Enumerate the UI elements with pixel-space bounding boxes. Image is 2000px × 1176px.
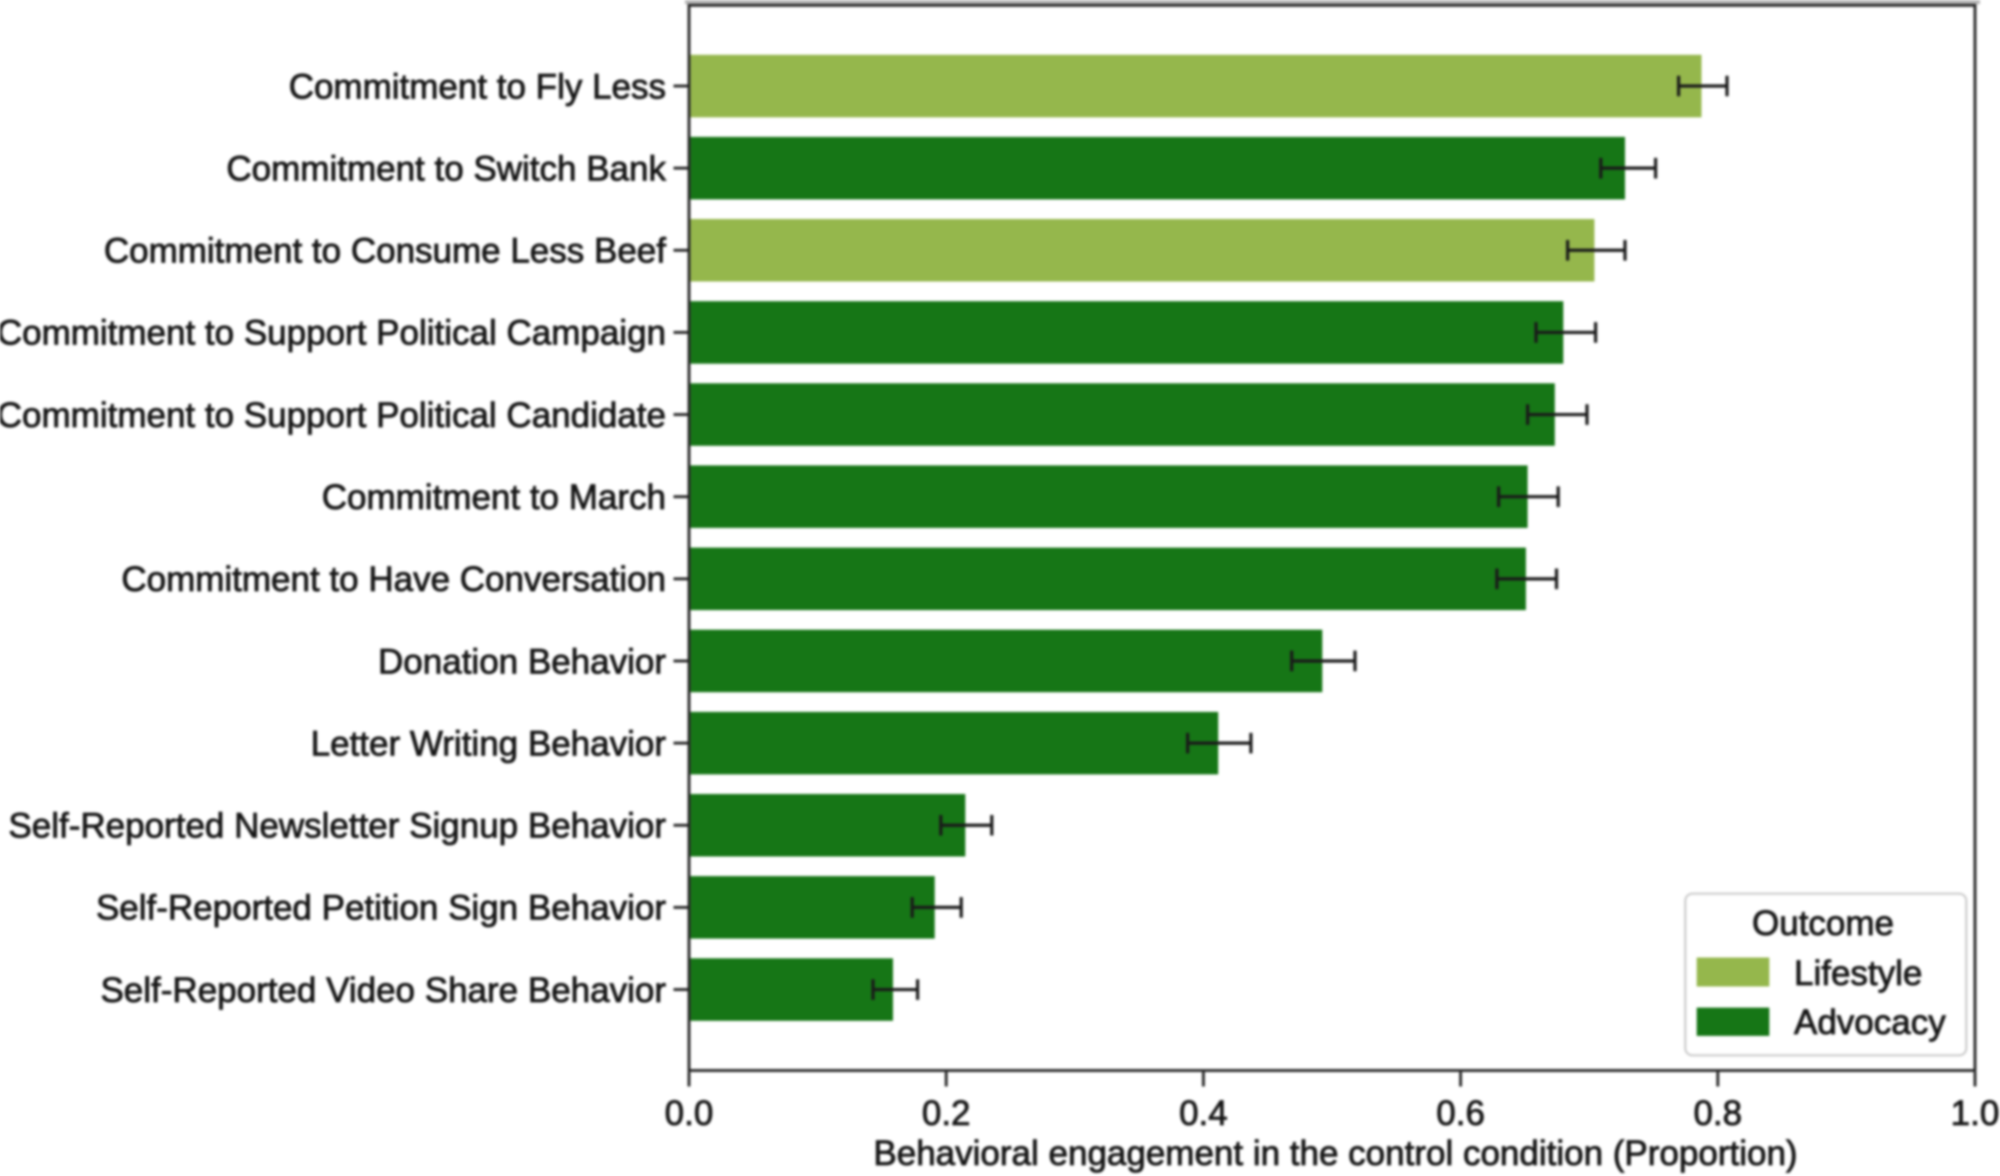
svg-text:Donation Behavior: Donation Behavior — [378, 642, 666, 681]
svg-text:1.0: 1.0 — [1951, 1094, 2000, 1133]
svg-text:Letter Writing Behavior: Letter Writing Behavior — [311, 724, 667, 763]
svg-text:0.6: 0.6 — [1436, 1094, 1485, 1133]
svg-text:0.8: 0.8 — [1693, 1094, 1742, 1133]
svg-text:Commitment to Support Politica: Commitment to Support Political Candidat… — [0, 396, 666, 435]
svg-text:Commitment to Fly Less: Commitment to Fly Less — [289, 67, 666, 106]
svg-text:Behavioral engagement in the c: Behavioral engagement in the control con… — [873, 1134, 1797, 1173]
svg-text:0.2: 0.2 — [922, 1094, 971, 1133]
svg-text:0.4: 0.4 — [1179, 1094, 1228, 1133]
svg-text:Self-Reported Video Share Beha: Self-Reported Video Share Behavior — [100, 971, 666, 1010]
svg-text:Self-Reported Petition Sign Be: Self-Reported Petition Sign Behavior — [96, 889, 666, 928]
svg-text:Advocacy: Advocacy — [1794, 1003, 1946, 1042]
svg-text:Commitment to Consume Less Bee: Commitment to Consume Less Beef — [104, 232, 666, 271]
svg-text:0.0: 0.0 — [665, 1094, 714, 1133]
svg-text:Outcome: Outcome — [1752, 904, 1894, 943]
svg-text:Self-Reported Newsletter Signu: Self-Reported Newsletter Signup Behavior — [8, 807, 666, 846]
svg-text:Commitment to Switch Bank: Commitment to Switch Bank — [226, 149, 666, 188]
svg-text:Commitment to March: Commitment to March — [322, 478, 666, 517]
svg-text:Commitment to Have Conversatio: Commitment to Have Conversation — [121, 560, 666, 599]
svg-text:Commitment to Support Politica: Commitment to Support Political Campaign — [0, 314, 666, 353]
svg-text:Lifestyle: Lifestyle — [1794, 954, 1922, 993]
